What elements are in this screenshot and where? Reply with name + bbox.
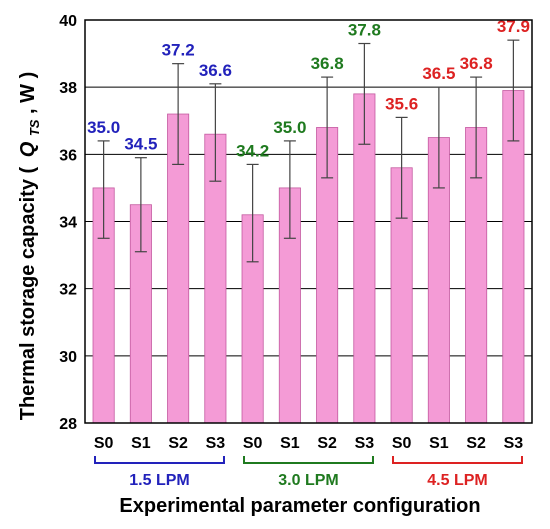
y-tick-label: 28 <box>59 416 77 433</box>
x-tick-label: S1 <box>280 435 300 452</box>
value-label: 37.9 <box>497 17 530 36</box>
x-tick-label: S0 <box>94 435 114 452</box>
y-axis-title-symbol: Q <box>17 141 39 157</box>
y-tick-labels: 28 30 32 34 36 38 40 <box>59 13 77 433</box>
x-tick-label: S2 <box>317 435 337 452</box>
value-label: 37.2 <box>162 41 195 60</box>
group-bracket <box>243 456 374 464</box>
group-label: 1.5 LPM <box>129 472 189 489</box>
error-bars <box>97 39 520 263</box>
value-label: 34.2 <box>236 141 269 160</box>
x-tick-label: S1 <box>429 435 449 452</box>
x-tick-label: S1 <box>131 435 151 452</box>
x-tick-label: S2 <box>466 435 486 452</box>
group-bracket <box>94 456 225 464</box>
value-label: 35.0 <box>273 118 306 137</box>
y-axis-title: Thermal storage capacity ( Q TS , W ) <box>17 72 44 421</box>
value-label: 36.8 <box>460 54 493 73</box>
x-tick-label: S2 <box>168 435 188 452</box>
y-tick-label: 38 <box>59 80 77 97</box>
x-tick-labels: S0 S1 S2 S3 S0 S1 S2 S3 S0 S1 S2 S3 <box>94 435 523 452</box>
gridlines <box>85 86 532 357</box>
y-tick-label: 36 <box>59 147 77 164</box>
value-label: 36.6 <box>199 61 232 80</box>
x-tick-label: S3 <box>504 435 524 452</box>
value-label: 37.8 <box>348 21 381 40</box>
group-label: 3.0 LPM <box>278 472 338 489</box>
group-label: 4.5 LPM <box>427 472 487 489</box>
y-tick-label: 32 <box>59 282 77 299</box>
group-brackets: 1.5 LPM 3.0 LPM 4.5 LPM <box>94 456 523 489</box>
x-tick-label: S3 <box>206 435 226 452</box>
x-tick-label: S0 <box>243 435 263 452</box>
y-axis-title-prefix: Thermal storage capacity ( <box>17 166 39 420</box>
value-label: 36.8 <box>311 54 344 73</box>
plot-frame <box>84 19 533 424</box>
value-label: 34.5 <box>124 135 157 154</box>
x-axis-title: Experimental parameter configuration <box>119 495 480 517</box>
value-label: 36.5 <box>422 64 455 83</box>
y-tick-label: 40 <box>59 13 77 30</box>
y-axis-title-subscript: TS <box>27 119 42 136</box>
bars <box>92 90 525 424</box>
y-axis-title-suffix: , W ) <box>17 72 39 114</box>
y-tick-label: 30 <box>59 349 77 366</box>
value-labels: 35.034.537.236.634.235.036.837.835.636.5… <box>87 17 530 160</box>
x-tick-label: S0 <box>392 435 412 452</box>
x-tick-label: S3 <box>355 435 375 452</box>
group-bracket <box>392 456 523 464</box>
value-label: 35.0 <box>87 118 120 137</box>
y-tick-label: 34 <box>59 215 77 232</box>
value-label: 35.6 <box>385 94 418 113</box>
